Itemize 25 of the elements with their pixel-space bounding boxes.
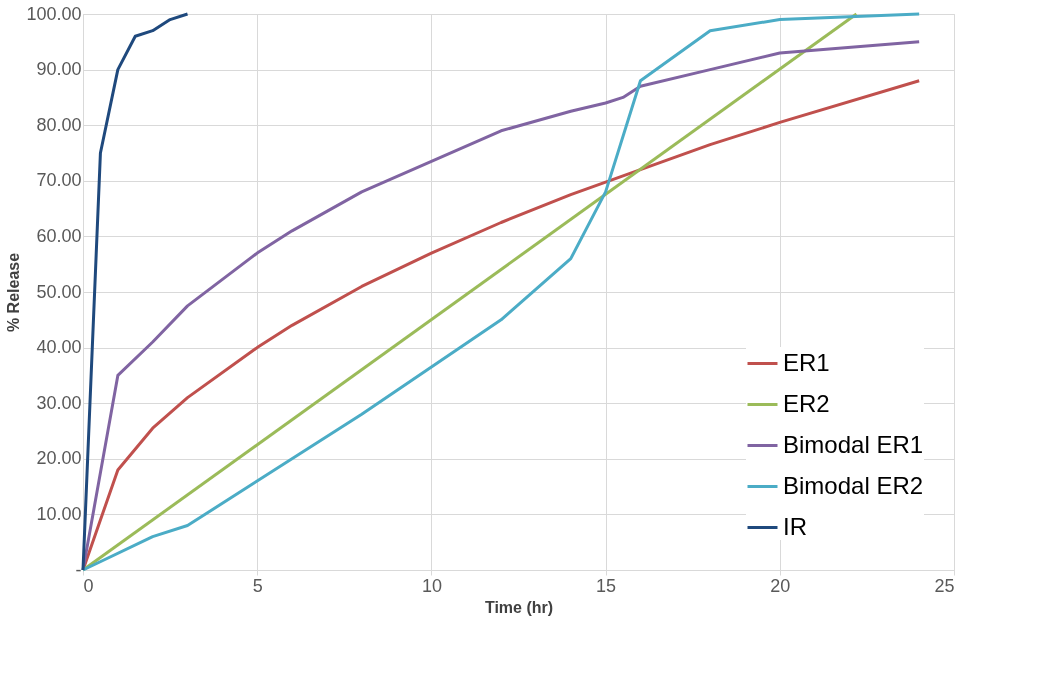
y-tick-label: 80.00	[36, 114, 82, 135]
y-tick-label: 10.00	[36, 503, 82, 524]
legend-label: ER2	[783, 389, 830, 417]
x-tick-label: 5	[252, 575, 263, 596]
legend-label: ER1	[783, 348, 830, 376]
x-tick-label: 20	[770, 575, 791, 596]
legend-label: IR	[783, 512, 807, 540]
x-tick-label: 0	[83, 575, 94, 596]
y-tick-label: 20.00	[36, 448, 82, 469]
x-tick-label: 25	[934, 575, 955, 596]
line-series	[81, 12, 190, 572]
y-axis-title: % Release	[5, 252, 23, 333]
y-tick-label: -	[75, 559, 82, 580]
legend-label: Bimodal ER1	[783, 430, 924, 458]
y-tick-label: 100.00	[26, 3, 82, 24]
y-tick-label: 90.00	[36, 59, 82, 80]
y-tick-label: 70.00	[36, 170, 82, 191]
y-tick-label: 50.00	[36, 281, 82, 302]
x-axis-title: Time (hr)	[484, 598, 554, 616]
legend-label: Bimodal ER2	[783, 471, 924, 499]
x-tick-label: 10	[421, 575, 442, 596]
y-tick-label: 40.00	[36, 337, 82, 358]
y-tick-label: 60.00	[36, 225, 82, 246]
x-tick-label: 15	[596, 575, 617, 596]
y-tick-label: 30.00	[36, 392, 82, 413]
